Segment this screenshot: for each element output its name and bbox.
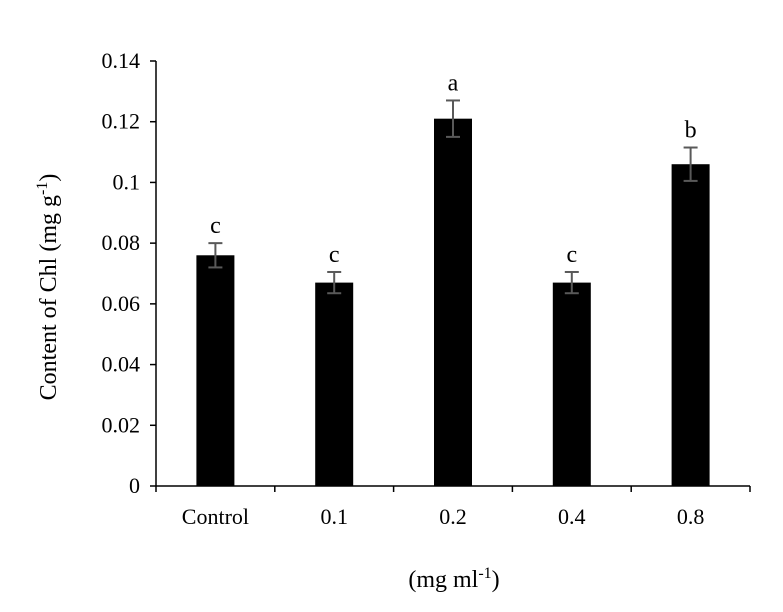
bar	[552, 282, 591, 486]
y-tick-label: 0.12	[102, 109, 141, 134]
significance-letter: b	[685, 118, 697, 144]
bar-series	[196, 118, 710, 486]
significance-letter: c	[329, 242, 340, 268]
significance-letter: c	[566, 242, 577, 268]
error-bar	[208, 242, 223, 269]
y-tick-label: 0.14	[102, 48, 141, 73]
bar	[434, 118, 472, 486]
bar	[315, 282, 354, 486]
y-tick-label: 0.08	[102, 230, 141, 255]
significance-letters: c c a c b	[210, 70, 697, 268]
error-bar	[683, 146, 698, 182]
y-tick-label: 0.06	[102, 291, 141, 316]
y-tick-label: 0	[129, 473, 140, 498]
y-axis-title: Content of Chl (mg g-1)	[34, 174, 62, 401]
y-axis: 0 0.02 0.04 0.06 0.08 0.1 0.12 0.14	[102, 48, 157, 498]
error-bar	[446, 99, 460, 138]
error-bars	[208, 99, 698, 295]
x-tick-label: Control	[182, 504, 249, 529]
significance-letter: c	[210, 213, 221, 239]
y-tick-label: 0.1	[113, 169, 141, 194]
bar	[671, 164, 710, 486]
x-tick-label: 0.4	[558, 504, 586, 529]
x-tick-label: 0.2	[439, 504, 467, 529]
x-axis-title: (mg ml-1)	[408, 565, 499, 593]
x-tick-label: 0.8	[677, 504, 705, 529]
x-tick-label: 0.1	[320, 504, 348, 529]
y-tick-label: 0.02	[102, 412, 141, 437]
x-axis: Control 0.1 0.2 0.4 0.8	[155, 485, 751, 529]
y-tick-label: 0.04	[102, 352, 141, 377]
significance-letter: a	[448, 70, 459, 96]
bar	[196, 255, 235, 486]
error-bar	[564, 270, 579, 295]
error-bar	[327, 270, 342, 295]
